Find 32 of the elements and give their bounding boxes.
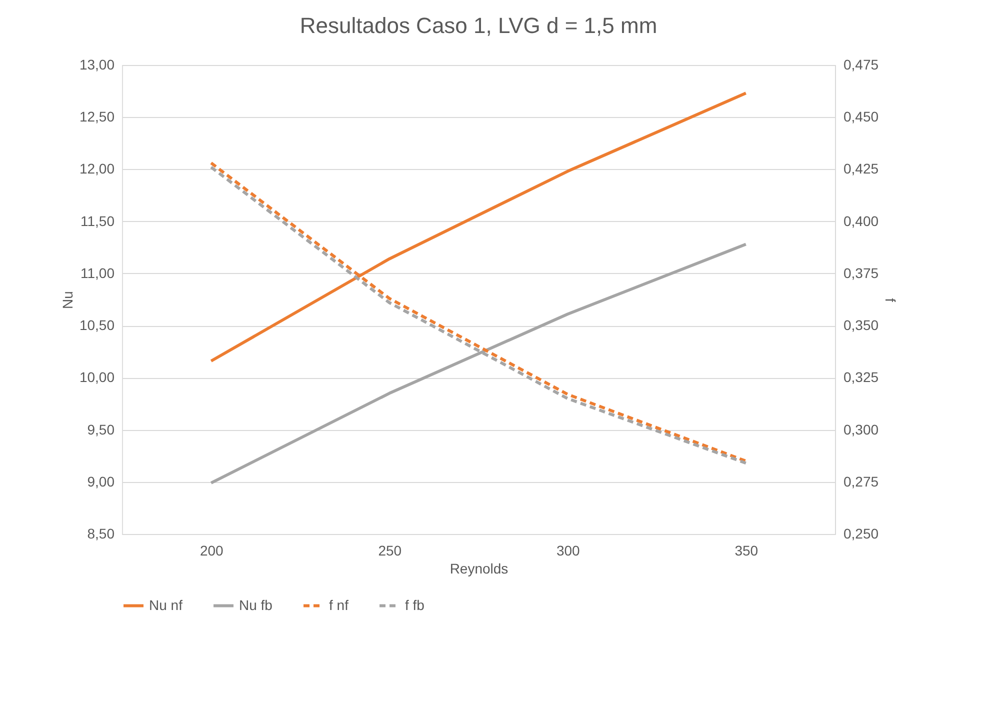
y2-tick-label: 0,450 — [844, 108, 879, 125]
y-axis-title: Nu — [59, 291, 76, 309]
y-tick-label: 9,00 — [87, 473, 115, 490]
y2-tick-label: 0,325 — [844, 369, 879, 386]
legend-label: Nu nf — [149, 596, 183, 613]
y-tick-label: 12,50 — [79, 108, 115, 125]
y2-tick-label: 0,400 — [844, 212, 879, 229]
y2-axis-title: f — [882, 298, 899, 302]
y-tick-label: 10,00 — [79, 369, 115, 386]
x-tick-label: 350 — [734, 542, 758, 558]
chart-title: Resultados Caso 1, LVG d = 1,5 mm — [300, 13, 658, 38]
x-axis-title: Reynolds — [450, 560, 508, 576]
y-tick-label: 11,50 — [80, 212, 115, 229]
y2-tick-label: 0,425 — [844, 160, 879, 177]
y2-tick-label: 0,475 — [844, 56, 879, 72]
y2-tick-label: 0,250 — [844, 526, 879, 542]
x-tick-label: 250 — [378, 542, 402, 558]
x-tick-label: 200 — [200, 542, 224, 558]
y-tick-label: 9,50 — [87, 421, 115, 438]
y-tick-label: 10,50 — [79, 317, 115, 334]
y2-tick-label: 0,300 — [844, 421, 879, 438]
legend-label: f fb — [405, 596, 425, 613]
y-tick-label: 8,50 — [87, 526, 115, 542]
y2-tick-label: 0,275 — [844, 473, 879, 490]
x-tick-label: 300 — [556, 542, 580, 558]
legend-label: f nf — [329, 596, 349, 613]
y-tick-label: 12,00 — [79, 160, 115, 177]
y2-tick-label: 0,375 — [844, 264, 879, 281]
y-tick-label: 13,00 — [79, 56, 115, 72]
y2-tick-label: 0,350 — [844, 317, 879, 334]
y-tick-label: 11,00 — [80, 264, 115, 281]
legend-label: Nu fb — [239, 596, 273, 613]
